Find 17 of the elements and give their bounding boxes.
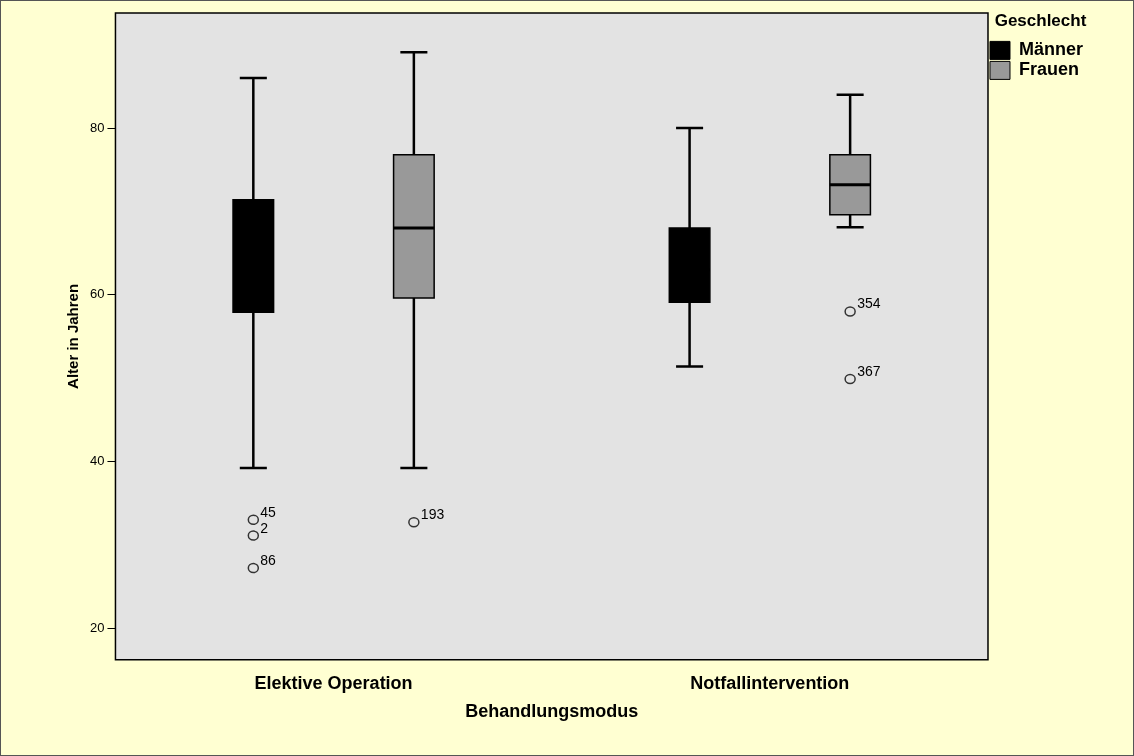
annotation: 367 bbox=[857, 362, 881, 379]
annotation: 2 bbox=[260, 519, 269, 536]
y-tick-label: 80 bbox=[89, 119, 105, 135]
y-axis-title: Alter in Jahren bbox=[64, 283, 82, 389]
y-tick-label: 60 bbox=[89, 286, 105, 302]
legend-label: Männer bbox=[1018, 39, 1083, 60]
x-tick-label: Notfallintervention bbox=[690, 672, 850, 693]
x-axis-title: Behandlungsmodus bbox=[465, 701, 639, 722]
y-tick-label: 40 bbox=[89, 453, 105, 468]
annotation: 86 bbox=[260, 552, 277, 569]
y-tick-label: 20 bbox=[89, 619, 105, 635]
legend-title: Geschlecht bbox=[994, 11, 1087, 31]
annotation: 354 bbox=[857, 295, 881, 312]
legend-label: Frauen bbox=[1018, 59, 1079, 80]
x-tick-label: Elektive Operation bbox=[254, 672, 413, 693]
annotation: 193 bbox=[420, 506, 445, 523]
annotation: 45 bbox=[260, 503, 277, 520]
